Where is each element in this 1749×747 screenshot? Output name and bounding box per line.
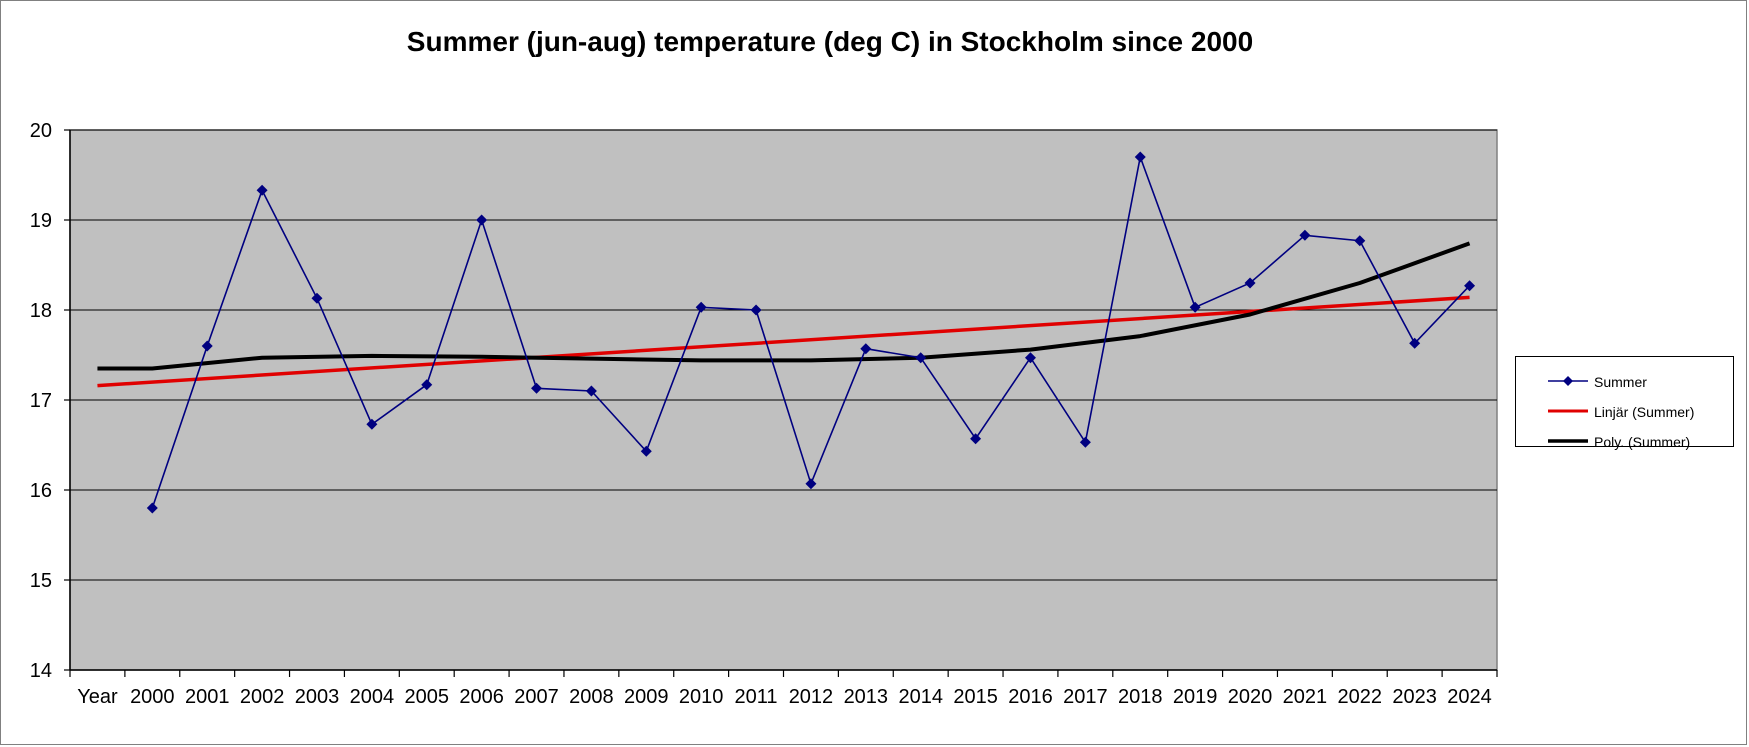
x-tick-label: 2004 <box>350 686 395 708</box>
data-point-marker <box>805 478 817 490</box>
data-point-marker <box>915 352 927 364</box>
linear-trend-line <box>97 295 1470 388</box>
legend-swatch-poly <box>1548 439 1588 443</box>
data-point-marker <box>311 292 323 304</box>
x-tick-label: 2016 <box>1008 686 1053 708</box>
data-point-marker <box>421 379 433 391</box>
data-point-marker <box>1134 151 1146 163</box>
x-tick-label: Year <box>77 686 118 708</box>
x-tick-label: 2019 <box>1173 686 1218 708</box>
data-point-marker <box>531 382 543 394</box>
data-point-marker <box>1024 352 1036 364</box>
x-tick-label: 2006 <box>459 686 504 708</box>
x-tick-label: 2018 <box>1118 686 1163 708</box>
data-point-marker <box>256 184 268 196</box>
x-tick-label: 2003 <box>295 686 340 708</box>
y-tick-label: 20 <box>30 120 52 142</box>
x-tick-label: 2017 <box>1063 686 1108 708</box>
grid-lines <box>70 129 1497 581</box>
x-tick-label: 2008 <box>569 686 614 708</box>
data-point-marker <box>860 343 872 355</box>
data-point-marker <box>146 502 158 514</box>
x-tick-label: 2024 <box>1447 686 1492 708</box>
data-point-marker <box>640 445 652 457</box>
legend-label-poly: Poly. (Summer) <box>1594 434 1691 450</box>
data-point-marker <box>1244 277 1256 289</box>
x-tick-label: 2023 <box>1392 686 1437 708</box>
legend-item-linear: Linjär (Summer) <box>1516 402 1733 422</box>
x-tick-label: 2011 <box>735 686 778 708</box>
x-tick-label: 2022 <box>1338 686 1383 708</box>
polynomial-trend-line <box>97 241 1471 371</box>
x-tick-label: 2015 <box>953 686 998 708</box>
x-tick-label: 2009 <box>624 686 669 708</box>
legend-label-summer: Summer <box>1594 374 1647 390</box>
data-point-marker <box>970 433 982 445</box>
data-point-marker <box>585 385 597 397</box>
y-tick-label: 18 <box>30 300 52 322</box>
data-point-marker <box>1464 280 1476 292</box>
x-tick-label: 2021 <box>1283 686 1328 708</box>
y-tick-label: 16 <box>30 480 52 502</box>
data-point-marker <box>366 418 378 430</box>
x-tick-label: 2001 <box>185 686 230 708</box>
data-point-marker <box>1079 436 1091 448</box>
data-point-marker <box>1409 337 1421 349</box>
data-point-marker <box>1354 235 1366 247</box>
data-point-marker <box>476 214 488 226</box>
y-tick-label: 19 <box>30 210 52 232</box>
x-tick-label: 2005 <box>405 686 450 708</box>
x-tick-label: 2012 <box>789 686 834 708</box>
y-axis-ticks: 14 15 16 17 18 19 20 <box>30 120 70 682</box>
legend-item-summer: Summer <box>1516 372 1733 392</box>
x-tick-label: 2002 <box>240 686 285 708</box>
legend-swatch-linear <box>1548 409 1588 413</box>
data-point-marker <box>1189 301 1201 313</box>
y-tick-label: 17 <box>30 390 52 412</box>
data-point-marker <box>1299 229 1311 241</box>
x-tick-label: 2020 <box>1228 686 1273 708</box>
y-tick-label: 15 <box>30 570 52 592</box>
legend-label-linear: Linjär (Summer) <box>1594 404 1695 420</box>
data-point-marker <box>750 304 762 316</box>
x-axis-ticks: Year 2000 2001 2002 2003 2004 2005 2006 2007 2008… <box>69 670 1498 708</box>
x-tick-label: 2014 <box>898 686 943 708</box>
chart-title: Summer (jun-aug) temperature (deg C) in … <box>406 26 1254 57</box>
legend-item-poly: Poly. (Summer) <box>1516 432 1733 452</box>
data-point-marker <box>201 340 213 352</box>
x-tick-label: 2007 <box>514 686 559 708</box>
data-point-marker <box>695 301 707 313</box>
x-tick-label: 2010 <box>679 686 724 708</box>
y-tick-label: 14 <box>30 660 52 682</box>
x-tick-label: 2000 <box>130 686 175 708</box>
x-tick-label: 2013 <box>844 686 889 708</box>
series-layer <box>97 151 1476 514</box>
legend: Summer Linjär (Summer) Poly. (Summer) <box>1515 356 1734 450</box>
legend-swatch-summer <box>1548 376 1588 386</box>
